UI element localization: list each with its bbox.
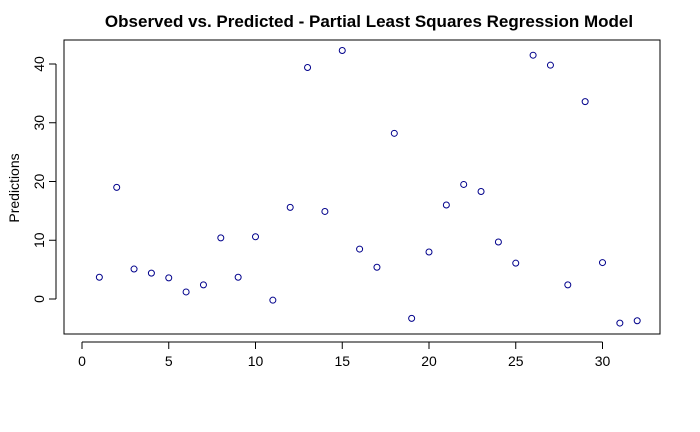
data-point <box>113 183 121 191</box>
data-point <box>599 259 606 267</box>
x-tick-label: 20 <box>421 353 437 369</box>
data-point <box>512 259 520 267</box>
x-tick-label: 0 <box>78 353 86 369</box>
y-axis: 0 10 20 30 40 <box>31 56 57 303</box>
y-axis-label: Predictions <box>6 153 22 222</box>
x-axis: 0 5 10 15 20 25 30 <box>78 341 611 369</box>
data-point <box>442 201 450 209</box>
x-tick-label: 10 <box>248 353 264 369</box>
data-point <box>165 274 173 282</box>
data-point <box>425 248 433 256</box>
x-tick-label: 15 <box>334 353 350 369</box>
data-point <box>321 207 329 215</box>
x-tick-label: 25 <box>508 353 524 369</box>
data-point <box>477 187 485 195</box>
data-point <box>460 180 468 188</box>
y-tick-label: 0 <box>31 295 47 303</box>
data-point <box>616 319 624 327</box>
chart-title: Observed vs. Predicted - Partial Least S… <box>105 12 633 31</box>
data-point <box>529 51 537 59</box>
data-point <box>408 314 416 322</box>
data-point <box>147 269 155 277</box>
data-point <box>95 273 103 281</box>
data-point <box>581 98 589 106</box>
data-point <box>269 296 277 304</box>
y-tick-label: 10 <box>31 232 47 248</box>
data-point <box>338 46 346 54</box>
data-points <box>95 46 641 327</box>
y-tick-label: 40 <box>31 56 47 72</box>
data-point <box>304 64 312 72</box>
data-point <box>182 288 190 296</box>
data-point <box>633 317 641 325</box>
data-point <box>130 265 138 273</box>
data-point <box>494 238 502 246</box>
plot-box <box>63 39 661 335</box>
data-point <box>390 129 398 137</box>
data-point <box>234 273 242 281</box>
x-tick-label: 30 <box>595 353 611 369</box>
x-tick-label: 5 <box>165 353 173 369</box>
data-point <box>356 245 364 253</box>
data-point <box>199 281 207 289</box>
data-point <box>564 281 572 289</box>
data-point <box>286 203 294 211</box>
y-tick-label: 20 <box>31 174 47 190</box>
data-point <box>217 234 225 242</box>
data-point <box>546 61 554 69</box>
data-point <box>373 263 381 271</box>
data-point <box>252 233 259 241</box>
y-tick-label: 30 <box>31 115 47 131</box>
